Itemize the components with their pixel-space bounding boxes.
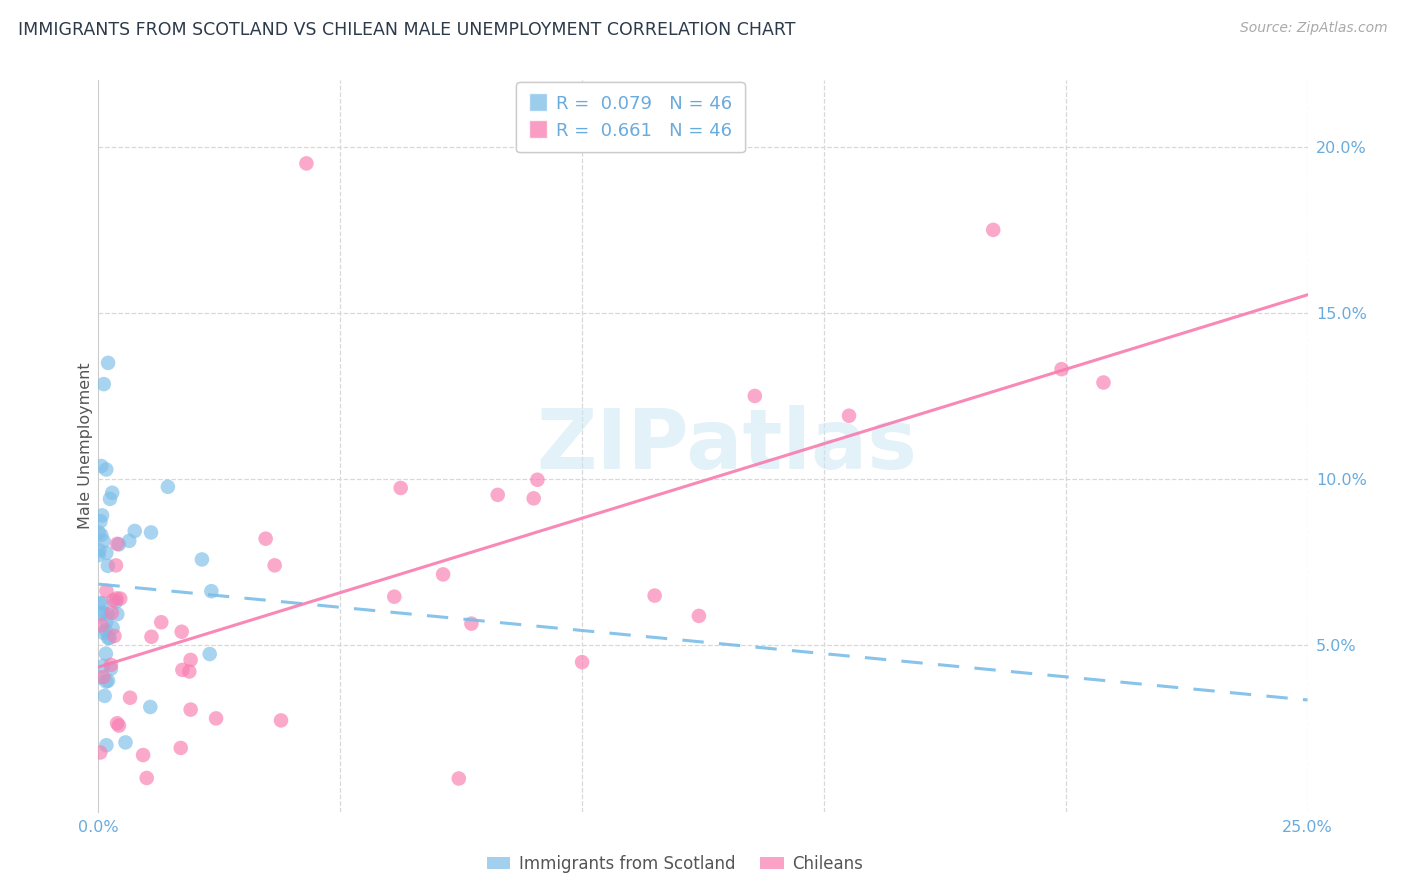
Point — [688, 608, 710, 623]
Point — [96, 607, 118, 622]
Point — [93, 533, 115, 548]
Point — [101, 485, 124, 500]
Point — [254, 532, 277, 546]
Point — [571, 655, 593, 669]
Point — [94, 624, 117, 638]
Point — [90, 458, 112, 473]
Point — [97, 356, 120, 370]
Point — [124, 524, 146, 538]
Point — [523, 491, 546, 506]
Point — [447, 772, 470, 786]
Point — [96, 546, 118, 560]
Point — [156, 480, 179, 494]
Legend: Immigrants from Scotland, Chileans: Immigrants from Scotland, Chileans — [481, 848, 869, 880]
Point — [100, 662, 122, 676]
Point — [198, 647, 221, 661]
Point — [96, 462, 118, 476]
Point — [191, 552, 214, 566]
Point — [105, 595, 128, 609]
Point — [87, 525, 110, 540]
Point — [91, 670, 114, 684]
Point — [205, 711, 228, 725]
Point — [97, 558, 120, 573]
Point — [91, 658, 114, 673]
Point — [91, 596, 114, 610]
Point — [103, 629, 125, 643]
Point — [1092, 376, 1115, 390]
Point — [96, 615, 118, 629]
Point — [180, 703, 202, 717]
Point — [98, 631, 121, 645]
Point — [103, 593, 125, 607]
Point — [89, 543, 111, 558]
Point — [90, 528, 112, 542]
Point — [150, 615, 173, 630]
Point — [90, 618, 112, 632]
Point — [91, 606, 114, 620]
Point — [114, 735, 136, 749]
Point — [93, 689, 115, 703]
Point — [295, 156, 318, 170]
Point — [96, 584, 118, 599]
Point — [105, 591, 128, 606]
Point — [96, 674, 118, 689]
Text: ZIPatlas: ZIPatlas — [537, 406, 918, 486]
Point — [98, 491, 121, 506]
Point — [104, 558, 127, 573]
Point — [108, 718, 131, 732]
Point — [90, 607, 112, 621]
Point — [94, 647, 117, 661]
Point — [96, 738, 118, 752]
Point — [105, 537, 128, 551]
Point — [132, 747, 155, 762]
Point — [93, 377, 115, 392]
Point — [981, 223, 1004, 237]
Text: Source: ZipAtlas.com: Source: ZipAtlas.com — [1240, 21, 1388, 36]
Point — [200, 584, 222, 599]
Text: IMMIGRANTS FROM SCOTLAND VS CHILEAN MALE UNEMPLOYMENT CORRELATION CHART: IMMIGRANTS FROM SCOTLAND VS CHILEAN MALE… — [18, 21, 796, 39]
Point — [89, 514, 111, 528]
Point — [135, 771, 157, 785]
Point — [1050, 362, 1073, 376]
Point — [118, 533, 141, 548]
Point — [263, 558, 285, 573]
Point — [486, 488, 509, 502]
Point — [382, 590, 405, 604]
Point — [87, 671, 110, 685]
Point — [89, 596, 111, 610]
Point — [101, 621, 124, 635]
Point — [110, 591, 132, 606]
Point — [97, 673, 120, 688]
Point — [107, 537, 129, 551]
Point — [139, 525, 162, 540]
Point — [270, 714, 292, 728]
Point — [744, 389, 766, 403]
Point — [105, 607, 128, 621]
Point — [100, 657, 122, 672]
Point — [526, 473, 548, 487]
Point — [432, 567, 454, 582]
Point — [170, 740, 193, 755]
Point — [139, 700, 162, 714]
Point — [141, 630, 163, 644]
Point — [91, 508, 114, 523]
Point — [93, 626, 115, 640]
Point — [170, 624, 193, 639]
Legend: R =  0.079   N = 46, R =  0.661   N = 46: R = 0.079 N = 46, R = 0.661 N = 46 — [516, 82, 745, 153]
Point — [105, 716, 128, 731]
Point — [87, 548, 110, 562]
Point — [460, 616, 482, 631]
Point — [179, 665, 201, 679]
Point — [838, 409, 860, 423]
Point — [644, 589, 666, 603]
Point — [180, 653, 202, 667]
Point — [89, 746, 111, 760]
Point — [101, 606, 124, 620]
Point — [118, 690, 141, 705]
Point — [389, 481, 412, 495]
Point — [172, 663, 194, 677]
Point — [97, 631, 120, 645]
Y-axis label: Male Unemployment: Male Unemployment — [77, 363, 93, 529]
